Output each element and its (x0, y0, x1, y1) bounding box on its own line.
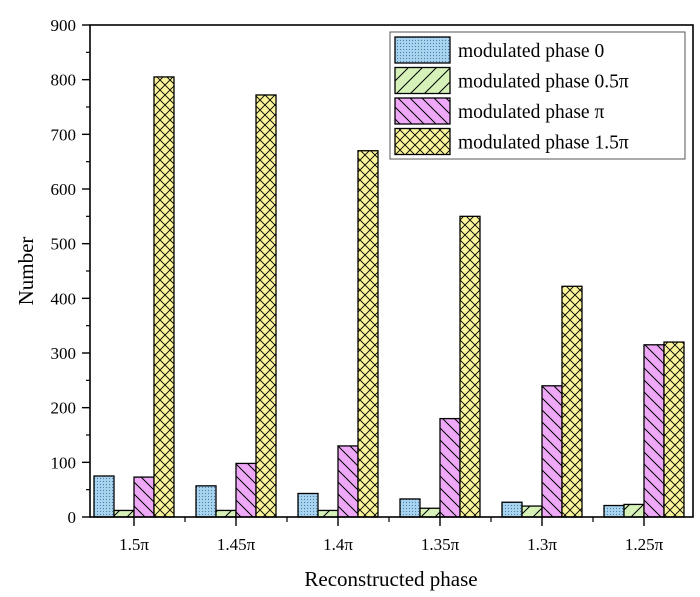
bar (399, 498, 421, 518)
y-tick-label: 600 (51, 180, 77, 199)
y-tick-label: 100 (51, 453, 77, 472)
y-tick-label: 800 (51, 71, 77, 90)
y-tick-label: 0 (68, 508, 77, 527)
legend-label: modulated phase 0.5π (458, 72, 629, 93)
x-tick-label: 1.3π (527, 535, 557, 554)
y-tick-label: 400 (51, 289, 77, 308)
y-tick-label: 200 (51, 399, 77, 418)
bar (663, 341, 685, 518)
bar (133, 476, 155, 518)
bar (419, 507, 441, 518)
bar (195, 485, 217, 518)
y-tick-label: 700 (51, 125, 77, 144)
x-tick-label: 1.5π (119, 535, 149, 554)
bar-group (603, 341, 685, 518)
y-tick-label: 500 (51, 235, 77, 254)
bar (297, 492, 319, 518)
x-tick-label: 1.25π (625, 535, 664, 554)
legend: modulated phase 0 modulated phase 0.5π mod… (389, 31, 686, 160)
bar (561, 285, 583, 518)
bar (215, 509, 237, 518)
bars-layer (93, 76, 685, 518)
bar (317, 509, 339, 518)
bar (643, 344, 665, 518)
bar (93, 475, 115, 518)
bar (337, 445, 359, 518)
legend-item: modulated phase 0.5π (394, 66, 629, 95)
y-tick-label: 300 (51, 344, 77, 363)
legend-item: modulated phase 0 (394, 36, 604, 64)
bar (235, 462, 257, 518)
x-tick-label: 1.35π (421, 535, 460, 554)
bar (439, 417, 461, 518)
y-axis-title: Number (14, 237, 38, 306)
bar (541, 385, 563, 518)
legend-label: modulated phase 1.5π (458, 133, 629, 154)
y-tick-label: 900 (51, 16, 77, 35)
x-tick-label: 1.4π (323, 535, 353, 554)
y-axis-ticks: 0 100 200 300 400 500 600 700 800 900 (51, 16, 90, 527)
bar (459, 215, 481, 518)
bar-group (501, 285, 583, 518)
legend-label: modulated phase π (458, 102, 604, 123)
bar (623, 503, 645, 518)
bar (153, 76, 175, 518)
bar-group (399, 215, 481, 518)
bar-group (297, 150, 379, 518)
legend-swatch (394, 66, 451, 95)
legend-swatch (394, 36, 451, 64)
legend-swatch (394, 97, 451, 125)
legend-item: modulated phase π (394, 97, 604, 125)
bar-group (195, 94, 277, 518)
legend-swatch (394, 127, 451, 156)
bar (113, 509, 135, 518)
legend-item: modulated phase 1.5π (394, 127, 629, 156)
bar (501, 501, 523, 518)
bar (357, 150, 379, 518)
x-axis-title: Reconstructed phase (304, 567, 477, 591)
bar (521, 505, 543, 518)
bar (603, 504, 625, 518)
legend-label: modulated phase 0 (458, 41, 604, 62)
bar (255, 94, 277, 518)
bar-group (93, 76, 175, 518)
x-tick-label: 1.45π (217, 535, 256, 554)
x-axis-ticks: 1.5π 1.45π 1.4π 1.35π 1.3π 1.25π (119, 517, 664, 554)
